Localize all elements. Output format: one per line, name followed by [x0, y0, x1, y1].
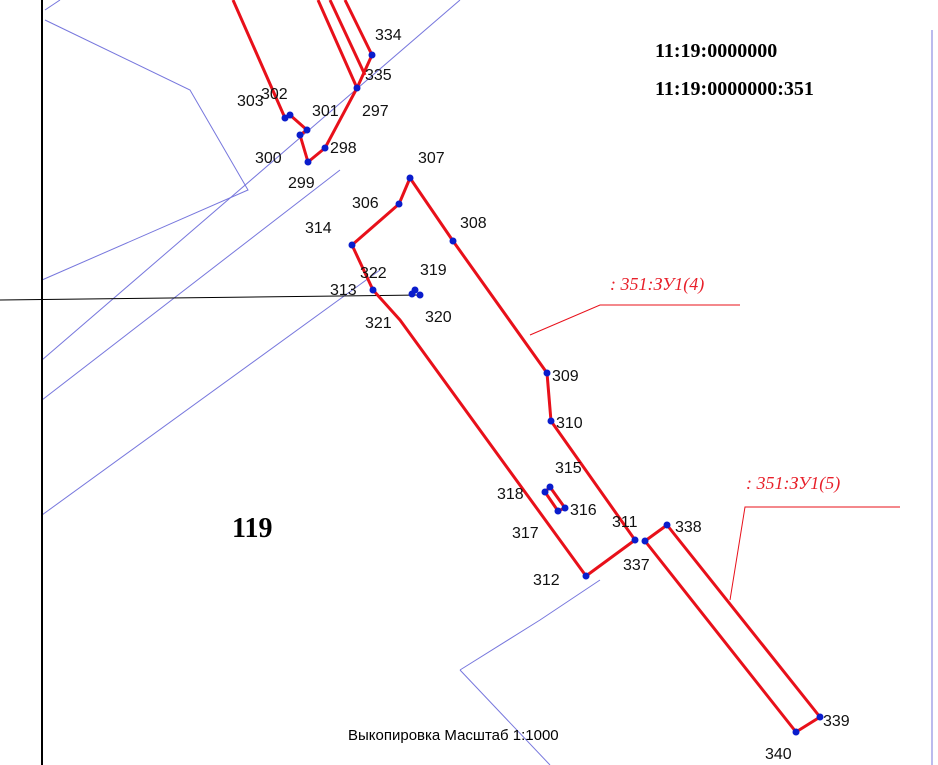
- cadastral-number: 11:19:0000000:351: [655, 78, 814, 100]
- point-label: 338: [675, 519, 702, 536]
- boundary: [41, 269, 381, 516]
- point-label: 334: [375, 27, 402, 44]
- survey-point: [408, 290, 416, 298]
- survey-point: [368, 51, 376, 59]
- boundary: [459, 579, 601, 671]
- point-label: 316: [570, 502, 597, 519]
- boundary: [41, 0, 461, 361]
- point-label: 312: [533, 572, 560, 589]
- survey-point: [546, 483, 554, 491]
- boundary: [44, 0, 61, 11]
- point-label: 302: [261, 86, 288, 103]
- survey-point: [369, 286, 377, 294]
- point-label: 310: [556, 415, 583, 432]
- point-label: 318: [497, 486, 524, 503]
- parcel-boundary: [231, 0, 359, 164]
- survey-point: [304, 158, 312, 166]
- survey-point: [547, 417, 555, 425]
- survey-point: [416, 291, 424, 299]
- survey-point: [286, 111, 294, 119]
- point-label: 306: [352, 195, 379, 212]
- point-label: 317: [512, 525, 539, 542]
- parcel-label: : 351:ЗУ1(4): [610, 274, 704, 295]
- survey-point: [554, 507, 562, 515]
- points: [281, 51, 824, 736]
- survey-point: [303, 126, 311, 134]
- survey-point: [641, 537, 649, 545]
- point-label: 309: [552, 368, 579, 385]
- boundary: [41, 19, 249, 281]
- survey-point: [348, 241, 356, 249]
- point-label: 307: [418, 150, 445, 167]
- survey-point: [395, 200, 403, 208]
- survey-point: [582, 572, 590, 580]
- survey-point: [321, 144, 329, 152]
- point-label: 321: [365, 315, 392, 332]
- point-label: 319: [420, 262, 447, 279]
- point-label: 315: [555, 460, 582, 477]
- boundary: [41, 169, 341, 401]
- boundaries: [41, 0, 933, 765]
- parcel-boundary: [643, 523, 822, 734]
- point-label: 337: [623, 557, 650, 574]
- survey-point: [816, 713, 824, 721]
- survey-point: [792, 728, 800, 736]
- survey-point: [543, 369, 551, 377]
- parcel-boundary: [328, 0, 367, 76]
- point-label: 303: [237, 93, 264, 110]
- point-label: 340: [765, 746, 792, 763]
- point-label: 322: [360, 265, 387, 282]
- point-label: 301: [312, 103, 339, 120]
- block-number: 119: [232, 513, 272, 544]
- point-label: 335: [365, 67, 392, 84]
- survey-point: [296, 131, 304, 139]
- leader: [529, 304, 740, 336]
- reference-line: [0, 294, 421, 301]
- point-label: 311: [612, 514, 638, 531]
- survey-point: [663, 521, 671, 529]
- point-label: 339: [823, 713, 850, 730]
- boundary: [459, 669, 551, 765]
- survey-point: [449, 237, 457, 245]
- point-label: 320: [425, 309, 452, 326]
- point-label: 297: [362, 103, 389, 120]
- cadastral-number: 11:19:0000000: [655, 40, 777, 62]
- survey-point: [353, 84, 361, 92]
- point-label: 298: [330, 140, 357, 157]
- point-label: 313: [330, 282, 357, 299]
- point-label: 300: [255, 150, 282, 167]
- point-label: 308: [460, 215, 487, 232]
- leader: [729, 506, 900, 601]
- point-label: 314: [305, 220, 332, 237]
- survey-point: [406, 174, 414, 182]
- point-label: 299: [288, 175, 315, 192]
- parcel-label: : 351:ЗУ1(5): [746, 473, 840, 494]
- survey-point: [561, 504, 569, 512]
- survey-point: [631, 536, 639, 544]
- caption: Выкопировка Масштаб 1:1000: [348, 727, 559, 744]
- survey-point: [541, 488, 549, 496]
